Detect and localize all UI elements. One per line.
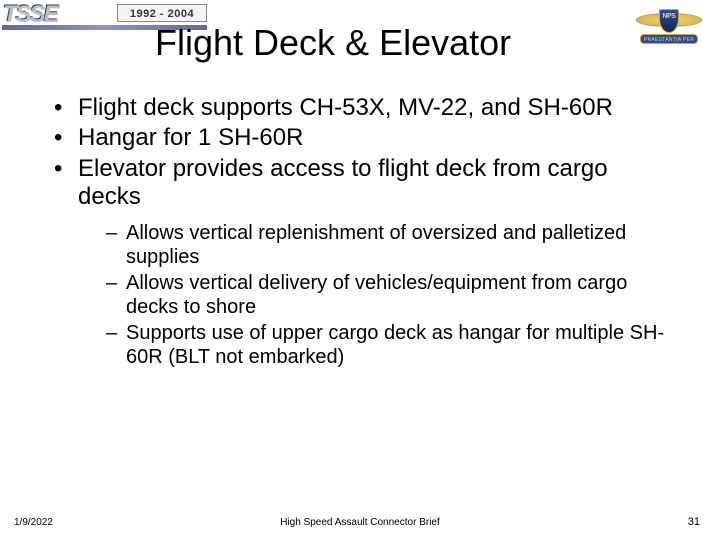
footer-title: High Speed Assault Connector Brief [0, 517, 720, 528]
nps-logo: NPS PRAESTANTIA PER SCIENTIAM [636, 2, 702, 46]
bullet-text: Hangar for 1 SH-60R [78, 124, 303, 151]
nps-shield-text: NPS [659, 13, 679, 20]
slide-body: Flight deck supports CH-53X, MV-22, and … [48, 94, 668, 371]
slide: TSSE 1992 - 2004 NPS PRAESTANTIA PER SCI… [0, 0, 720, 540]
bullet-item: Hangar for 1 SH-60R [48, 124, 668, 152]
nps-scroll-text: PRAESTANTIA PER SCIENTIAM [640, 34, 698, 44]
sub-bullet-item: Allows vertical replenishment of oversiz… [102, 221, 668, 269]
sub-bullet-text: Allows vertical replenishment of oversiz… [126, 222, 626, 268]
sub-bullet-item: Allows vertical delivery of vehicles/equ… [102, 271, 668, 319]
tsse-logo-text: TSSE [2, 2, 114, 26]
slide-title: Flight Deck & Elevator [155, 22, 511, 64]
bullet-text: Flight deck supports CH-53X, MV-22, and … [78, 94, 613, 121]
sub-bullet-text: Supports use of upper cargo deck as hang… [126, 322, 664, 368]
sub-bullet-item: Supports use of upper cargo deck as hang… [102, 321, 668, 369]
bullet-item: Elevator provides access to flight deck … [48, 155, 668, 370]
bullet-text: Elevator provides access to flight deck … [78, 155, 608, 210]
footer-page-number: 31 [688, 516, 700, 528]
bullet-item: Flight deck supports CH-53X, MV-22, and … [48, 94, 668, 122]
sub-bullet-text: Allows vertical delivery of vehicles/equ… [126, 272, 627, 318]
tsse-logo-years: 1992 - 2004 [117, 4, 207, 22]
